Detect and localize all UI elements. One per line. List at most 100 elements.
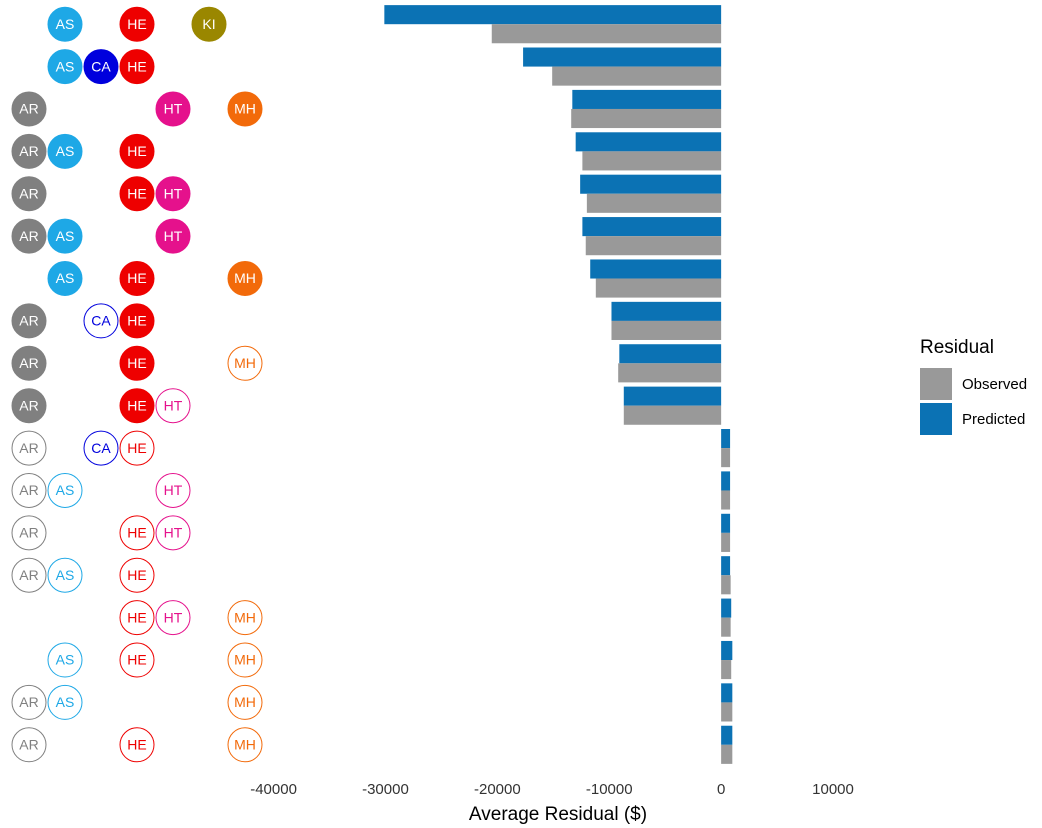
condition-marker: [155, 600, 191, 636]
bar: [721, 683, 733, 703]
condition-label: HT: [164, 185, 183, 201]
condition-label: HE: [127, 609, 146, 625]
condition-marker: [155, 388, 191, 424]
bar: [580, 174, 722, 194]
bar: [586, 193, 722, 213]
bar: [618, 363, 722, 383]
condition-label: HE: [127, 143, 146, 159]
condition-marker: [11, 557, 47, 593]
legend-label: Observed: [962, 376, 1027, 393]
condition-marker: [155, 176, 191, 212]
condition-marker: [119, 303, 155, 339]
bar: [611, 320, 722, 340]
condition-marker: [47, 6, 83, 42]
condition-marker: [11, 91, 47, 127]
condition-label: AR: [19, 143, 38, 159]
condition-label: CA: [91, 440, 111, 456]
bar: [585, 236, 722, 256]
condition-label: AS: [56, 270, 75, 286]
condition-marker: [119, 133, 155, 169]
condition-marker: [227, 261, 263, 297]
condition-label: HE: [127, 16, 146, 32]
condition-marker: [119, 557, 155, 593]
condition-label: HT: [164, 101, 183, 117]
condition-marker: [47, 472, 83, 508]
condition-marker: [47, 133, 83, 169]
condition-marker: [227, 600, 263, 636]
condition-marker: [119, 6, 155, 42]
condition-marker: [119, 261, 155, 297]
bar: [611, 301, 722, 321]
condition-marker: [47, 218, 83, 254]
bar: [721, 660, 732, 680]
condition-marker: [227, 345, 263, 381]
condition-label: AS: [56, 16, 75, 32]
condition-label: MH: [234, 355, 256, 371]
condition-label: MH: [234, 270, 256, 286]
bar: [721, 429, 731, 449]
condition-label: KI: [202, 16, 215, 32]
bar: [619, 344, 722, 364]
condition-label: AR: [19, 567, 38, 583]
condition-label: HE: [127, 397, 146, 413]
condition-label: HE: [127, 355, 146, 371]
condition-marker: [47, 261, 83, 297]
condition-label: AS: [56, 143, 75, 159]
condition-label: HE: [127, 270, 146, 286]
condition-marker: [191, 6, 227, 42]
bar: [582, 151, 722, 171]
x-tick-label: -20000: [474, 781, 521, 798]
condition-label: AR: [19, 185, 38, 201]
condition-label: HT: [164, 525, 183, 541]
bar: [721, 617, 731, 637]
condition-marker: [119, 176, 155, 212]
condition-marker: [11, 472, 47, 508]
condition-label: AS: [56, 58, 75, 74]
bar: [384, 5, 722, 25]
condition-marker: [155, 472, 191, 508]
condition-marker: [83, 303, 119, 339]
x-tick-label: 0: [717, 781, 725, 798]
condition-marker: [119, 600, 155, 636]
condition-label: HT: [164, 482, 183, 498]
condition-marker: [155, 91, 191, 127]
x-tick-label: -10000: [586, 781, 633, 798]
condition-marker: [119, 345, 155, 381]
condition-label: HE: [127, 440, 146, 456]
condition-label: HT: [164, 228, 183, 244]
bar: [721, 725, 733, 745]
condition-marker: [11, 684, 47, 720]
condition-label: HT: [164, 609, 183, 625]
bar: [721, 598, 732, 618]
condition-label: AR: [19, 397, 38, 413]
legend-label: Predicted: [962, 411, 1025, 428]
condition-label: AR: [19, 355, 38, 371]
condition-marker: [47, 557, 83, 593]
condition-label: AR: [19, 228, 38, 244]
condition-marker: [119, 727, 155, 763]
condition-marker: [83, 49, 119, 85]
condition-marker: [119, 515, 155, 551]
condition-label: HE: [127, 313, 146, 329]
condition-label: MH: [234, 101, 256, 117]
condition-label: HT: [164, 397, 183, 413]
condition-marker: [227, 642, 263, 678]
bar: [595, 278, 722, 298]
legend-title: Residual: [920, 337, 994, 358]
condition-marker: [155, 515, 191, 551]
condition-label: CA: [91, 313, 111, 329]
condition-label: HE: [127, 737, 146, 753]
condition-label: AS: [56, 567, 75, 583]
bar: [582, 217, 722, 237]
bar: [571, 108, 722, 129]
bar: [721, 702, 733, 722]
condition-marker: [11, 430, 47, 466]
condition-label: MH: [234, 737, 256, 753]
condition-marker: [11, 345, 47, 381]
condition-marker: [11, 388, 47, 424]
condition-label: AR: [19, 525, 38, 541]
x-tick-label: -40000: [250, 781, 297, 798]
condition-marker: [11, 515, 47, 551]
condition-label: CA: [91, 58, 111, 74]
condition-label: AS: [56, 694, 75, 710]
